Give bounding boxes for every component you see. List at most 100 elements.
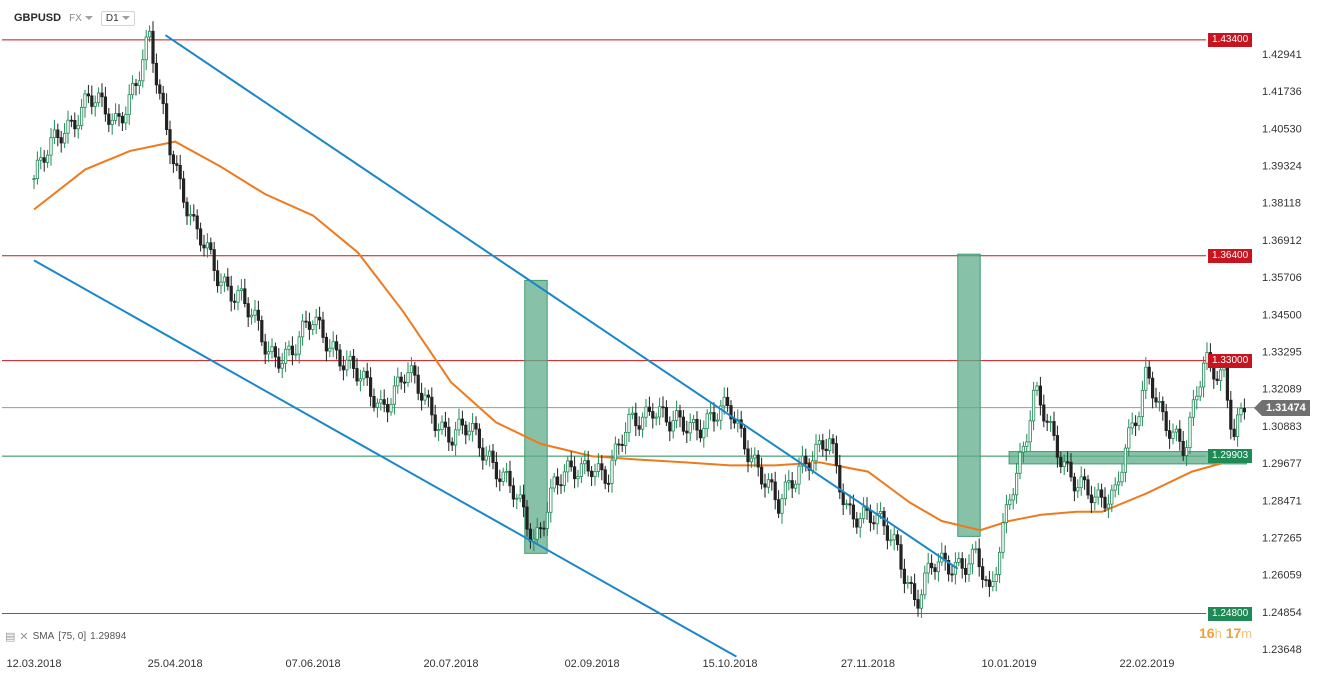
candle-body xyxy=(858,518,862,528)
candle-body xyxy=(688,422,692,434)
supply-demand-zone[interactable] xyxy=(957,253,981,537)
candle-body xyxy=(253,309,257,316)
candle-body xyxy=(280,362,284,369)
candle-body xyxy=(562,471,567,486)
candle-body xyxy=(46,154,50,163)
candle-body xyxy=(168,129,172,156)
channel-trendline[interactable] xyxy=(33,259,737,658)
candle-body xyxy=(100,92,104,98)
y-tick-label: 1.38118 xyxy=(1262,198,1301,210)
interval-label: D1 xyxy=(105,12,119,24)
candle-body xyxy=(729,405,733,420)
candle-body xyxy=(760,466,764,485)
candle-body xyxy=(110,119,114,125)
candle-body xyxy=(1089,494,1093,504)
close-icon[interactable]: ✕ xyxy=(19,631,29,643)
candle-body xyxy=(896,534,900,545)
candle-body xyxy=(889,539,893,542)
chevron-down-icon xyxy=(121,16,130,20)
candle-body xyxy=(641,416,645,430)
symbol-label: GBPUSD xyxy=(14,12,62,24)
candle-body xyxy=(423,394,427,401)
candle-body xyxy=(766,479,771,488)
candle-body xyxy=(487,450,492,457)
candle-body xyxy=(559,484,563,487)
candle-body xyxy=(681,416,686,432)
candle-body xyxy=(504,470,509,473)
candle-body xyxy=(450,441,454,446)
candle-body xyxy=(447,426,451,443)
candle-body xyxy=(249,314,254,318)
y-tick-label: 1.33295 xyxy=(1262,346,1302,358)
candle-body xyxy=(841,491,845,505)
candle-body xyxy=(392,385,397,405)
supply-demand-zone[interactable] xyxy=(524,279,548,554)
candle-body xyxy=(1232,428,1236,438)
channel-trendline[interactable] xyxy=(164,34,959,570)
candle-body xyxy=(294,353,298,356)
market-dropdown[interactable]: FX xyxy=(69,13,93,24)
interval-dropdown[interactable]: D1 xyxy=(100,10,135,26)
candle-body xyxy=(260,319,264,343)
candle-body xyxy=(756,454,760,468)
settings-icon[interactable]: ▤ xyxy=(5,631,16,643)
candle-body xyxy=(797,465,801,485)
candle-body xyxy=(773,481,777,501)
candle-body xyxy=(494,461,499,480)
candle-body xyxy=(1072,476,1076,492)
candle-body xyxy=(348,355,352,361)
candle-body xyxy=(879,510,883,514)
level-price-tag: 1.33000 xyxy=(1208,353,1253,368)
candle-body xyxy=(668,421,672,432)
candle-body xyxy=(1123,447,1127,473)
candle-body xyxy=(1103,496,1107,509)
candle-body xyxy=(97,92,101,104)
candle-body xyxy=(1035,385,1039,391)
candle-body xyxy=(287,345,291,350)
candle-body xyxy=(226,276,230,287)
candle-body xyxy=(1164,411,1168,432)
candle-body xyxy=(409,365,414,374)
candle-body xyxy=(702,428,706,439)
y-tick-label: 1.34500 xyxy=(1262,309,1302,321)
candle-body xyxy=(246,303,250,318)
candle-body xyxy=(147,30,152,38)
candle-body xyxy=(470,422,475,432)
y-tick-label: 1.30883 xyxy=(1262,421,1302,433)
candle-body xyxy=(821,440,825,450)
candle-body xyxy=(399,376,403,383)
candle-body xyxy=(848,503,852,506)
candle-body xyxy=(855,518,859,528)
candle-body xyxy=(341,365,346,371)
x-tick-label: 22.02.2019 xyxy=(1119,658,1174,670)
candle-body xyxy=(746,448,750,463)
candle-body xyxy=(484,455,488,461)
candle-timer: 16h 17m xyxy=(1199,625,1252,641)
candle-body xyxy=(474,422,478,430)
candle-body xyxy=(787,480,791,483)
candle-body xyxy=(365,370,369,378)
candle-body xyxy=(130,83,135,96)
candle-body xyxy=(66,119,70,134)
candle-body xyxy=(351,355,356,369)
candle-body xyxy=(481,447,485,461)
candle-body xyxy=(892,534,896,541)
candle-body xyxy=(518,494,522,499)
candle-body xyxy=(1239,407,1243,416)
candle-body xyxy=(321,319,325,338)
candle-body xyxy=(178,164,182,180)
y-tick-label: 1.26059 xyxy=(1262,570,1302,582)
candle-body xyxy=(977,548,981,568)
candle-body xyxy=(1069,461,1073,478)
x-tick-label: 12.03.2018 xyxy=(6,658,61,670)
candle-body xyxy=(743,427,747,450)
candle-body xyxy=(1028,420,1032,443)
candle-body xyxy=(556,476,560,486)
y-tick-label: 1.40530 xyxy=(1262,123,1302,135)
candle-body xyxy=(947,560,951,575)
candle-body xyxy=(440,421,444,431)
candle-body xyxy=(406,372,410,384)
candle-body xyxy=(134,83,138,86)
candle-body xyxy=(1032,389,1036,422)
